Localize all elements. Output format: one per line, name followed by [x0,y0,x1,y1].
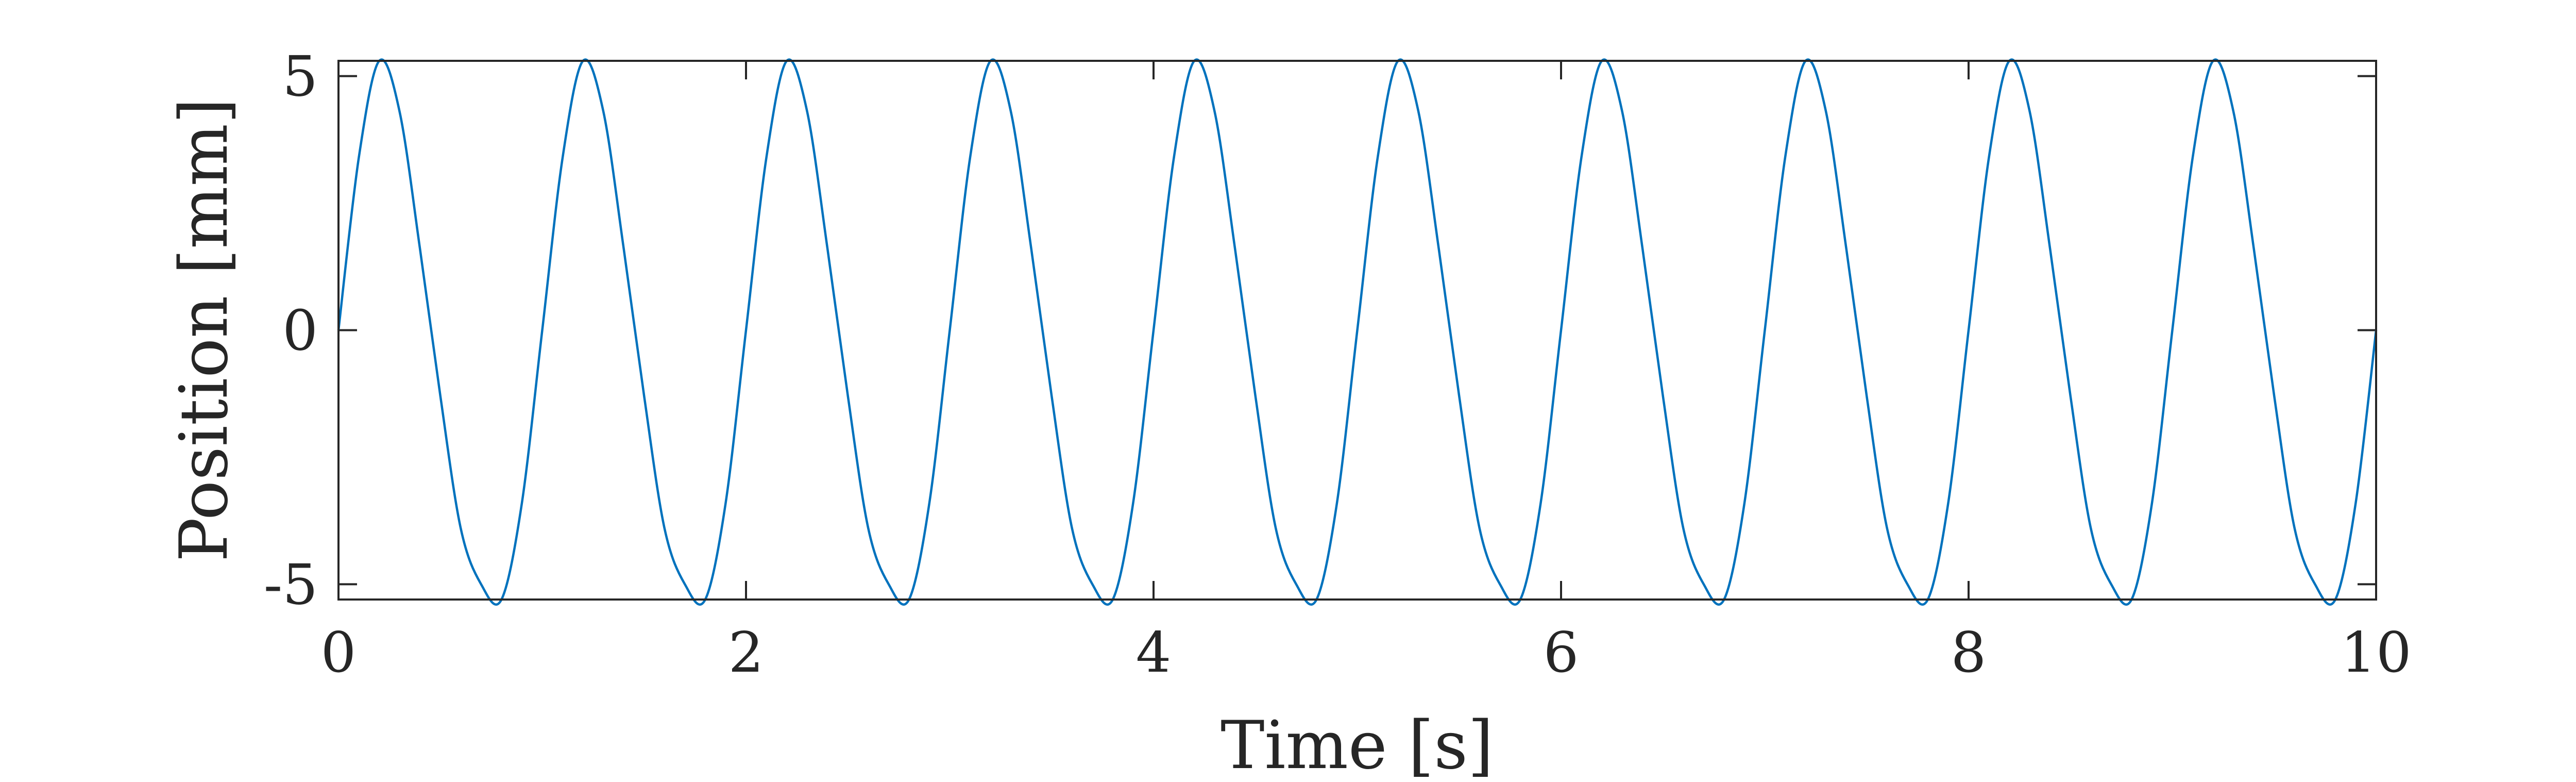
x-tick-label: 10 [2341,621,2411,685]
y-axis-label: Position [mm] [166,98,243,562]
x-tick-label: 2 [728,621,764,685]
x-tick-label: 6 [1544,621,1579,685]
tick-labels: 0 2 4 6 8 10-505 [264,45,2412,685]
y-tick-label: 0 [282,299,318,363]
y-tick-label: 5 [282,45,318,109]
x-tick-label: 4 [1136,621,1172,685]
y-tick-label: -5 [264,553,318,617]
x-axis-label: Time [s] [1221,707,1494,782]
series-line [337,58,2378,606]
x-tick-label: 0 [321,621,357,685]
x-tick-label: 8 [1951,621,1987,685]
axes-frame [337,60,2377,601]
